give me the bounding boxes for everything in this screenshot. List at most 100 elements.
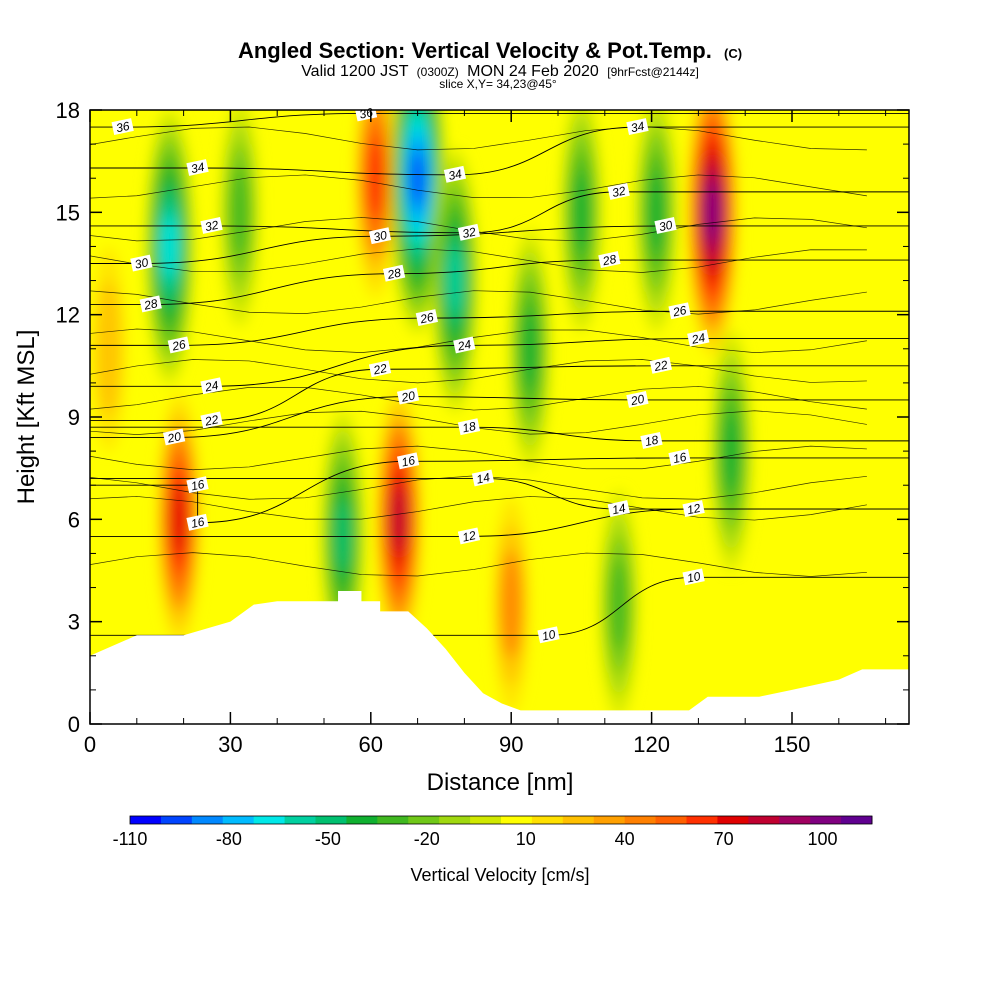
colorbar-swatch — [377, 816, 409, 824]
y-tick-label: 15 — [56, 200, 80, 225]
theta-contour-minor — [90, 174, 867, 199]
contour-label: 32 — [200, 217, 223, 234]
contour-label: 16 — [186, 476, 209, 493]
contour-labels: 10 10 12 12 14 14 16 16 16 16 18 18 20 20 20 22 22 22 24 24… — [111, 104, 710, 644]
contour-label-text: 10 — [541, 627, 557, 644]
theta-contour-minor — [90, 290, 867, 315]
velocity-field — [90, 110, 909, 724]
colorbar-swatch — [779, 816, 811, 824]
contour-label-text: 36 — [115, 119, 131, 136]
colorbar-swatch — [748, 816, 780, 824]
colorbar-swatch — [439, 816, 471, 824]
contour-label-text: 26 — [170, 337, 187, 354]
colorbar-swatch — [284, 816, 316, 824]
contour-label: 14 — [471, 469, 495, 487]
contour-label: 20 — [397, 387, 420, 405]
velocity-cell-0-2 — [96, 280, 121, 417]
contour-label: 28 — [382, 264, 406, 282]
colorbar-swatch — [222, 816, 255, 824]
contour-label-text: 20 — [399, 388, 416, 405]
velocity-cell-1-6 — [170, 483, 188, 556]
y-tick-label: 9 — [68, 405, 80, 430]
x-tick-label: 120 — [633, 732, 670, 757]
contour-label-text: 20 — [629, 392, 646, 409]
contour-label: 30 — [654, 217, 677, 235]
contour-label: 18 — [640, 431, 663, 450]
contour-label: 24 — [200, 377, 223, 395]
x-tick-label: 150 — [774, 732, 811, 757]
x-tick-label: 60 — [359, 732, 383, 757]
colorbar-tick-label: 70 — [714, 829, 734, 849]
contour-label-text: 16 — [400, 453, 416, 470]
colorbar-tick-label: -50 — [315, 829, 341, 849]
contour-label-text: 24 — [455, 337, 472, 354]
velocity-cell-11-5 — [572, 172, 591, 253]
velocity-cell-12-4 — [608, 559, 629, 651]
velocity-cell-15-5 — [721, 411, 741, 492]
colorbar-swatch — [470, 816, 502, 824]
colorbar-swatch — [253, 816, 286, 824]
contour-label-text: 22 — [203, 412, 220, 429]
x-tick-label: 0 — [84, 732, 96, 757]
contour-label-text: 18 — [461, 419, 477, 436]
colorbar-tick-label: -110 — [113, 829, 148, 849]
contour-label-text: 10 — [686, 569, 702, 586]
contour-label: 34 — [443, 165, 467, 184]
contour-label-text: 26 — [671, 303, 688, 320]
contour-label: 20 — [626, 391, 649, 409]
velocity-cell-14-9 — [704, 183, 721, 242]
contour-label-text: 34 — [447, 167, 463, 184]
contour-label: 26 — [415, 309, 438, 327]
contour-label-text: 16 — [672, 450, 688, 467]
contour-label-text: 16 — [190, 514, 206, 531]
contour-label: 32 — [607, 182, 630, 201]
colorbar-tick-label: -80 — [216, 829, 242, 849]
contour-label-text: 20 — [165, 429, 182, 446]
contour-label: 16 — [668, 449, 691, 467]
colorbar-label: Vertical Velocity [cm/s] — [410, 865, 589, 885]
colorbar-swatch — [624, 816, 657, 824]
contour-label-text: 30 — [133, 255, 149, 272]
theta-contour-minor — [90, 126, 867, 151]
y-tick-label: 18 — [56, 98, 80, 123]
contour-label-text: 32 — [461, 224, 477, 241]
contour-label: 22 — [200, 411, 223, 429]
theta-contour-minor — [90, 248, 867, 273]
contour-label-text: 30 — [658, 218, 674, 235]
contour-label: 12 — [457, 527, 481, 545]
contour-label-text: 24 — [689, 330, 706, 347]
x-axis-label: Distance [nm] — [427, 769, 574, 796]
velocity-cell-10-5 — [520, 308, 540, 389]
contour-label-text: 24 — [203, 378, 220, 395]
colorbar-swatch — [191, 816, 224, 824]
velocity-cell-6-7 — [390, 486, 408, 553]
y-tick-label: 12 — [56, 303, 80, 328]
terrain-mask — [90, 590, 909, 724]
contour-label-text: 28 — [601, 252, 618, 269]
velocity-cell-2-8 — [161, 215, 178, 278]
colorbar-swatch — [160, 816, 193, 824]
contour-label: 24 — [453, 336, 476, 354]
colorbar: -110 -80 -50 -20 10 40 70 100 — [113, 815, 873, 849]
theta-contour-14 — [90, 477, 909, 510]
contour-label-text: 18 — [644, 433, 660, 450]
contour-label-text: 34 — [630, 119, 646, 136]
contour-label-text: 34 — [190, 160, 206, 177]
contour-label: 22 — [368, 360, 392, 378]
contour-label-text: 32 — [611, 184, 627, 201]
contour-label: 20 — [163, 428, 186, 446]
colorbar-swatch — [686, 816, 718, 824]
contour-label: 26 — [668, 302, 691, 320]
contour-label: 34 — [626, 118, 649, 136]
colorbar-swatch — [501, 816, 533, 824]
contour-label: 14 — [607, 500, 630, 517]
contour-label: 18 — [457, 418, 481, 436]
velocity-cell-7-11 — [409, 152, 426, 205]
colorbar-frame — [129, 815, 873, 825]
contour-label-text: 28 — [385, 265, 402, 282]
contour-label: 10 — [682, 568, 705, 586]
colorbar-swatch — [130, 816, 162, 824]
colorbar-swatch — [655, 816, 687, 824]
colorbar-swatch — [315, 816, 347, 824]
